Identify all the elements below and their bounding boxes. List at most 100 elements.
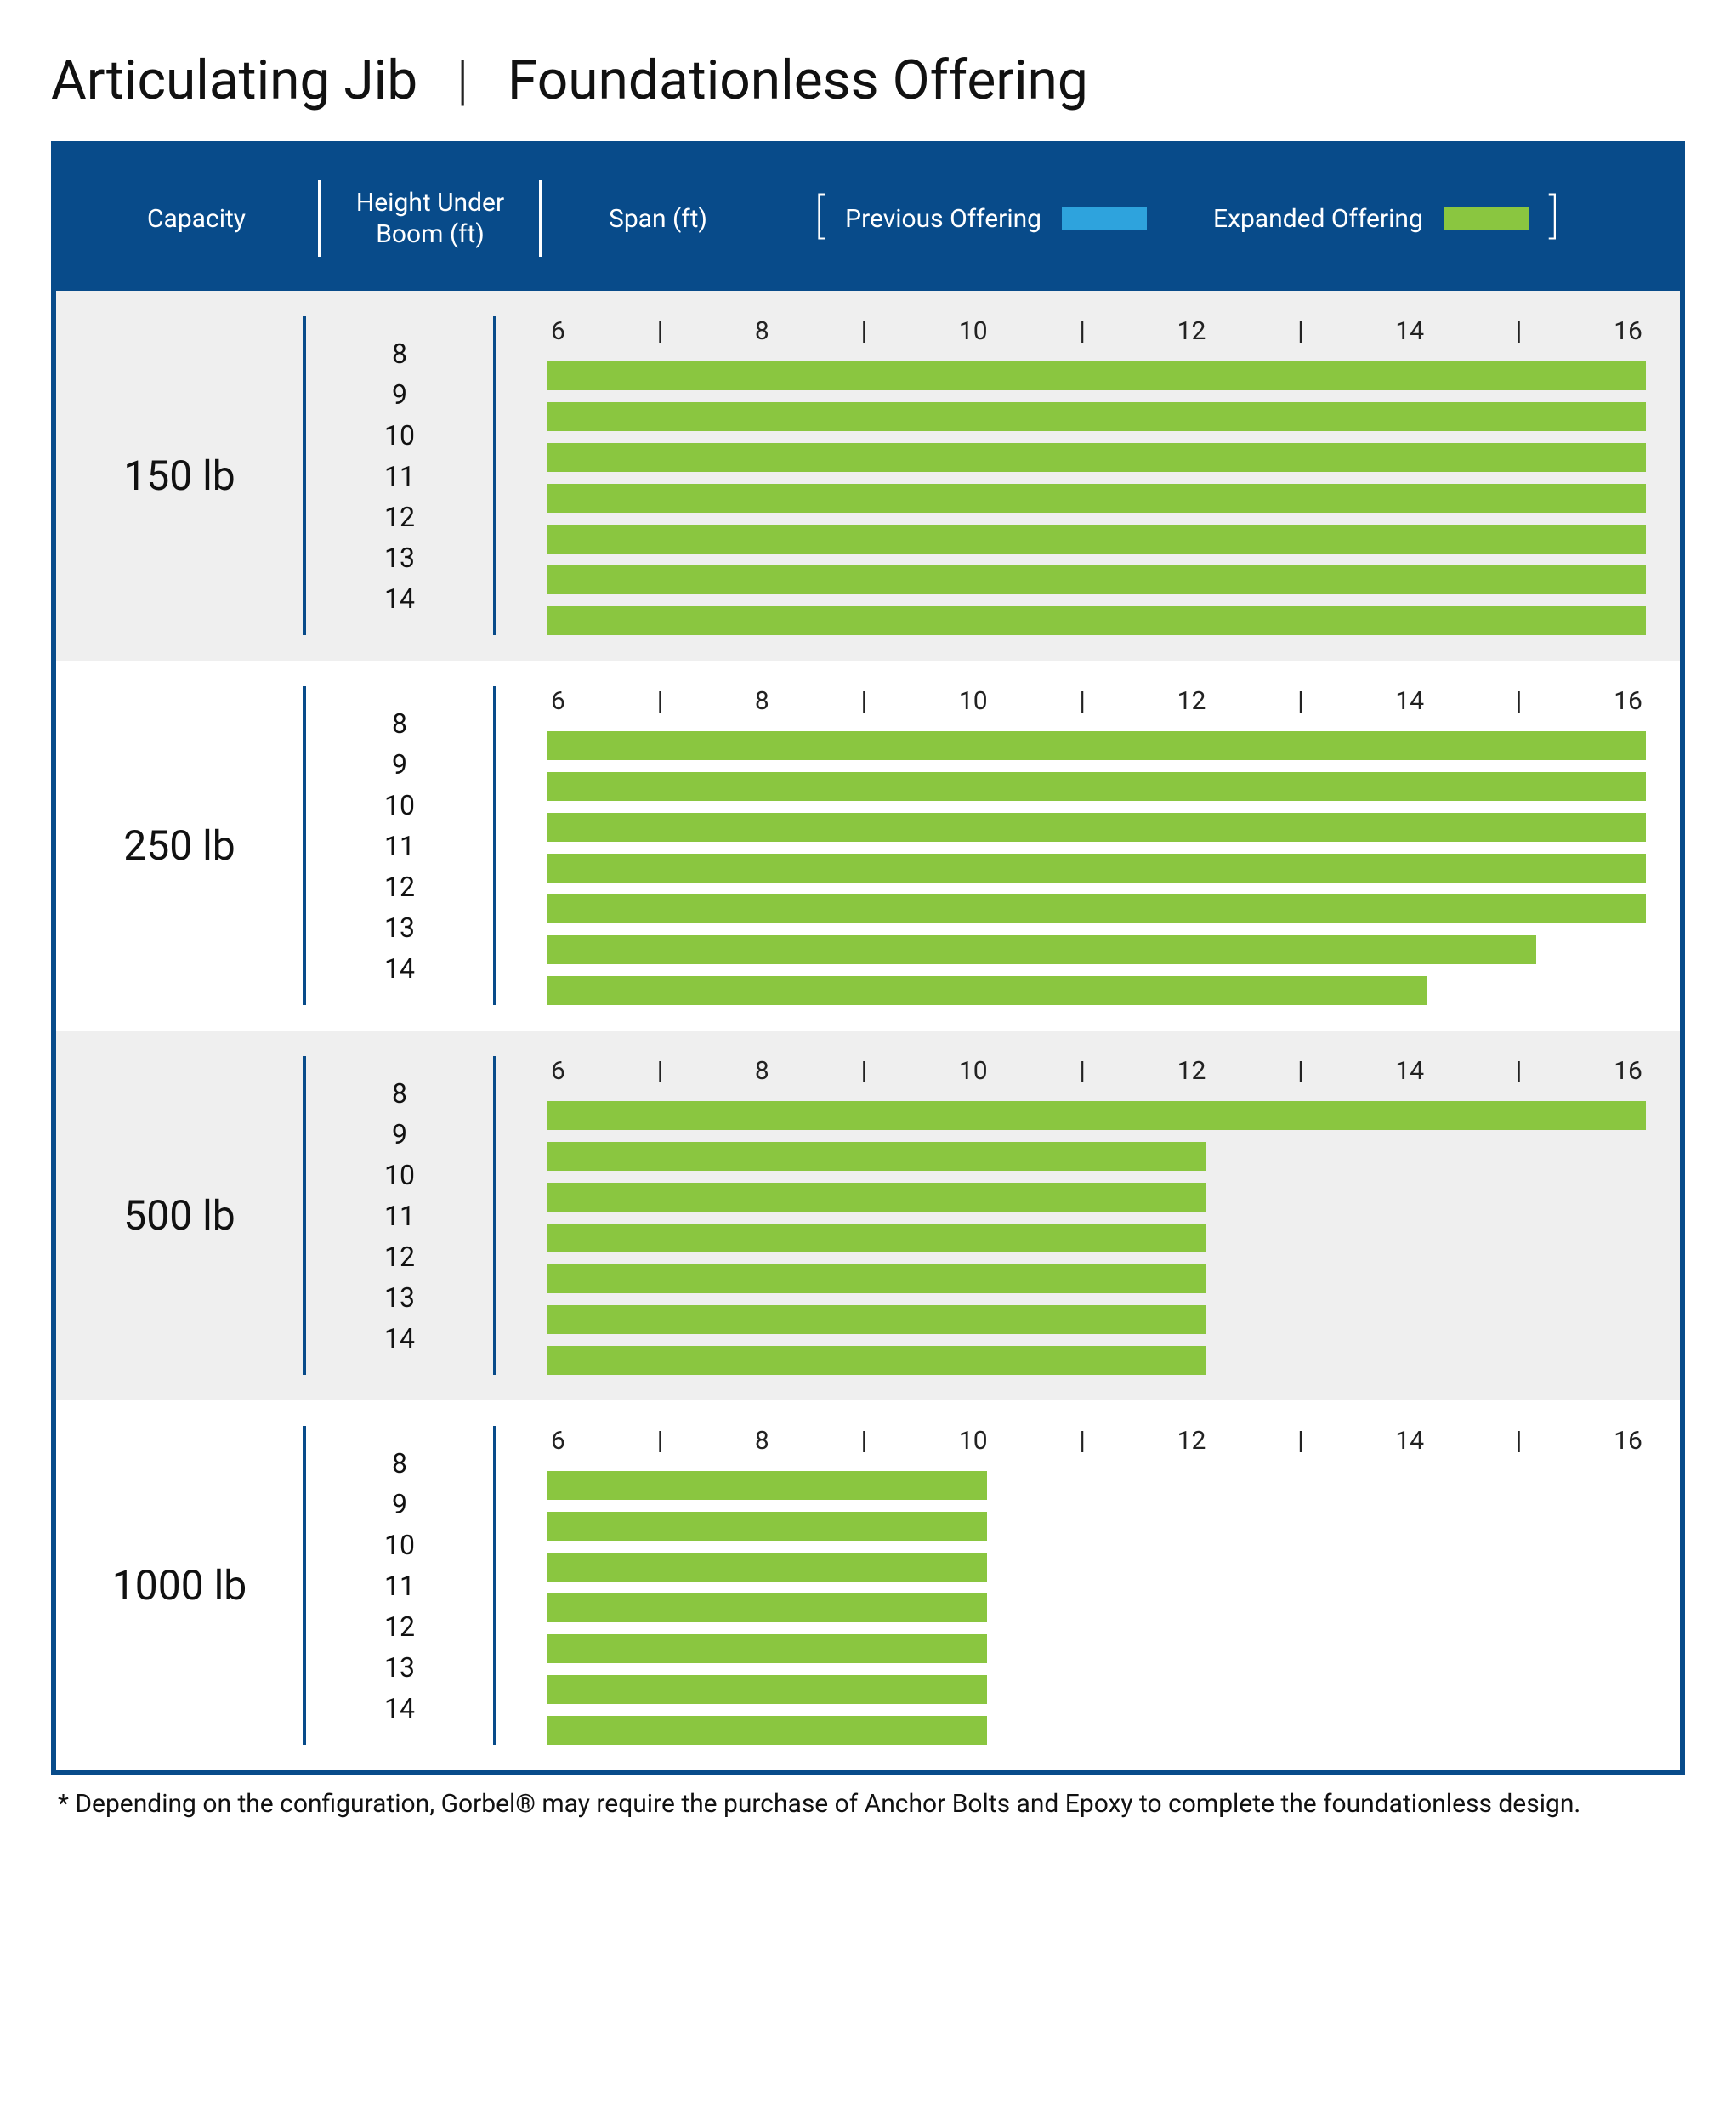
offering-chart: Capacity Height Under Boom (ft) Span (ft… [51,141,1685,1775]
bar-row [547,1634,1646,1663]
span-axis: 6|8|10|12|14|16 [547,1426,1646,1456]
hub-label: 14 [384,1692,415,1724]
span-bar [547,361,1646,390]
bar-rows [547,361,1646,635]
hub-label: 12 [384,871,415,903]
hub-label: 9 [392,748,407,781]
bar-row [547,731,1646,760]
bar-row [547,854,1646,883]
bar-row [547,402,1646,431]
bar-row [547,894,1646,923]
bars-area: 6|8|10|12|14|16 [496,1426,1646,1745]
span-bar [547,813,1646,842]
header-hub: Height Under Boom (ft) [337,187,524,251]
bars-area: 6|8|10|12|14|16 [496,686,1646,1005]
span-bar [547,1471,987,1500]
span-bar [547,1512,987,1541]
hub-column: 891011121314 [303,686,496,1005]
footnote: * Depending on the configuration, Gorbel… [58,1789,1685,1819]
hub-label: 12 [384,1610,415,1643]
axis-tick-divider: | [657,1426,663,1456]
axis-tick-divider: | [657,316,663,346]
hub-label: 10 [384,1159,415,1191]
axis-tick-divider: | [1516,1426,1522,1456]
axis-tick-label: 14 [1395,316,1424,346]
axis-tick-divider: | [861,316,867,346]
bar-row [547,813,1646,842]
bar-row [547,1716,1646,1745]
hub-label: 13 [384,912,415,944]
axis-tick-label: 14 [1395,686,1424,716]
hub-label: 8 [392,707,407,740]
span-bar [547,565,1646,594]
axis-tick-label: 14 [1395,1426,1424,1456]
axis-tick-label: 6 [551,1426,565,1456]
hub-label: 12 [384,1241,415,1273]
span-bar [547,976,1427,1005]
axis-tick-label: 10 [959,1426,988,1456]
axis-tick-label: 16 [1614,1056,1642,1086]
axis-tick-label: 6 [551,686,565,716]
hub-label: 9 [392,378,407,411]
span-bar [547,854,1646,883]
legend-label-previous: Previous Offering [845,204,1041,234]
bar-row [547,1224,1646,1252]
header-span: Span (ft) [558,204,762,234]
capacity-band: 1000 lb8910111213146|8|10|12|14|16 [56,1400,1680,1770]
axis-tick-label: 12 [1177,1056,1206,1086]
span-bar [547,606,1646,635]
axis-tick-divider: | [1297,686,1303,716]
axis-tick-divider: | [1297,316,1303,346]
axis-tick-label: 6 [551,1056,565,1086]
capacity-label: 500 lb [56,1056,303,1375]
bar-row [547,1675,1646,1704]
page-title: Articulating Jib | Foundationless Offeri… [51,51,1685,111]
title-part1: Articulating Jib [51,48,417,112]
hub-column: 891011121314 [303,1426,496,1745]
header-divider [539,180,542,257]
axis-tick-divider: | [1516,316,1522,346]
legend-label-expanded: Expanded Offering [1213,204,1423,234]
axis-tick-divider: | [1079,1426,1085,1456]
chart-legend: [ Previous Offering Expanded Offering ] [762,204,1612,234]
capacity-band: 500 lb8910111213146|8|10|12|14|16 [56,1031,1680,1400]
legend-swatch-previous [1062,207,1147,230]
axis-tick-label: 14 [1395,1056,1424,1086]
span-bar [547,1305,1206,1334]
bar-row [547,525,1646,554]
span-bar [547,525,1646,554]
bar-row [547,976,1646,1005]
span-bar [547,935,1536,964]
axis-tick-label: 12 [1177,686,1206,716]
bar-row [547,1264,1646,1293]
axis-tick-label: 16 [1614,1426,1642,1456]
span-bar [547,1675,987,1704]
axis-tick-divider: | [1079,316,1085,346]
axis-tick-divider: | [1079,1056,1085,1086]
hub-label: 13 [384,542,415,574]
span-bar [547,484,1646,513]
span-bar [547,402,1646,431]
span-bar [547,1142,1206,1171]
bar-rows [547,1101,1646,1375]
bar-row [547,935,1646,964]
axis-tick-label: 10 [959,686,988,716]
capacity-label: 250 lb [56,686,303,1005]
axis-tick-label: 12 [1177,1426,1206,1456]
axis-tick-label: 12 [1177,316,1206,346]
hub-label: 10 [384,1529,415,1561]
bars-area: 6|8|10|12|14|16 [496,316,1646,635]
span-axis: 6|8|10|12|14|16 [547,316,1646,346]
axis-tick-divider: | [1516,686,1522,716]
bar-row [547,1471,1646,1500]
axis-tick-divider: | [1516,1056,1522,1086]
title-separator: | [457,51,468,111]
axis-tick-label: 8 [755,1426,769,1456]
axis-tick-label: 10 [959,316,988,346]
hub-label: 9 [392,1488,407,1520]
bar-rows [547,1471,1646,1745]
bar-row [547,1183,1646,1212]
axis-tick-divider: | [1297,1426,1303,1456]
axis-tick-divider: | [657,686,663,716]
hub-label: 11 [384,460,415,492]
